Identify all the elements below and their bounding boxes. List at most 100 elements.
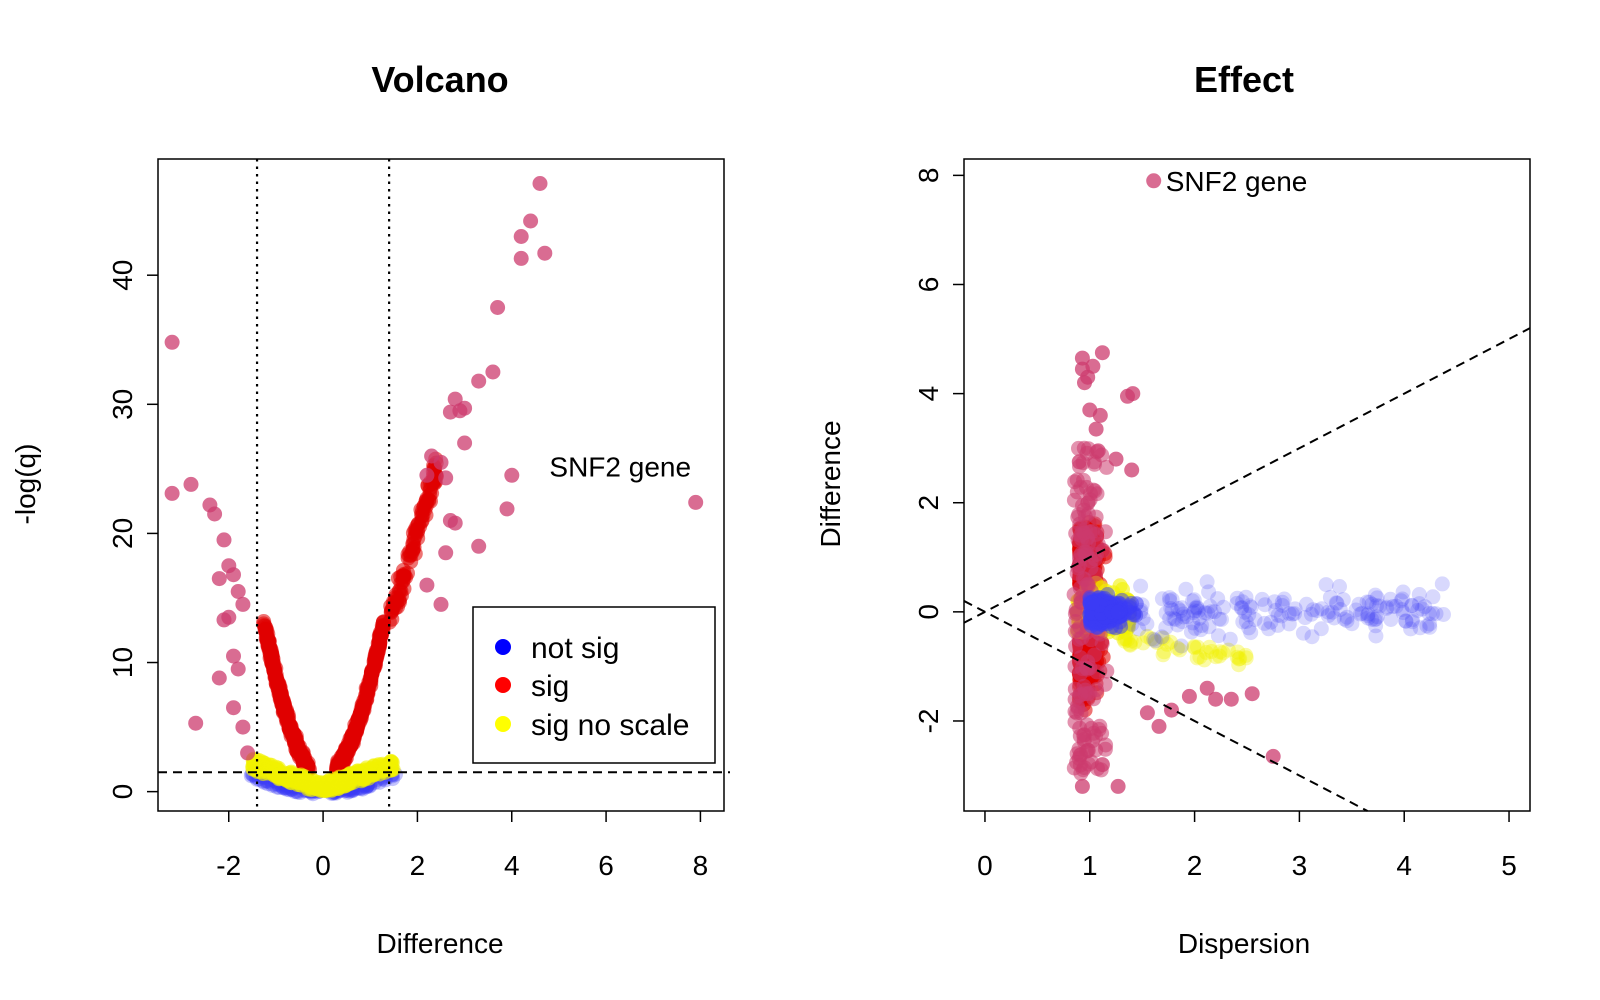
- scatter-point-not-sig: [1322, 589, 1338, 605]
- scatter-point-not-sig: [1173, 638, 1189, 654]
- scatter-point-not-sig: [1178, 581, 1194, 597]
- scatter-point-not-sig: [1200, 605, 1216, 621]
- scatter-point-sig: [267, 662, 282, 678]
- scatter-point-not-sig: [1382, 591, 1398, 607]
- scatter-point-sig: [1097, 741, 1113, 757]
- scatter-point-not-sig: [1166, 611, 1182, 627]
- scatter-point-outlier: [433, 454, 449, 470]
- scatter-point-outlier: [523, 213, 539, 229]
- scatter-point-not-sig: [1124, 616, 1140, 632]
- scatter-point-outlier: [688, 494, 704, 510]
- scatter-point-not-sig: [1164, 602, 1180, 618]
- scatter-point-outlier: [1088, 421, 1104, 437]
- legend-label-sig-no-scale: sig no scale: [531, 709, 689, 742]
- scatter-point-outlier: [490, 300, 506, 315]
- scatter-point-not-sig: [1154, 591, 1170, 607]
- volcano-reference-lines: [158, 159, 730, 811]
- scatter-point-outlier: [499, 501, 515, 517]
- scatter-point-sig-no-scale: [1192, 649, 1208, 665]
- scatter-point-not-sig: [1274, 594, 1290, 610]
- scatter-point-not-sig: [1146, 631, 1162, 647]
- scatter-point-sig: [1067, 606, 1083, 622]
- scatter-point-not-sig: [1270, 607, 1286, 623]
- scatter-point-not-sig: [1367, 612, 1383, 628]
- scatter-point-not-sig: [1354, 605, 1370, 621]
- scatter-point-outlier: [1110, 778, 1126, 794]
- scatter-point-sig-no-scale: [1172, 642, 1188, 658]
- scatter-point-sig: [1070, 698, 1085, 714]
- effect-ytick-label: -2: [913, 709, 944, 734]
- scatter-point-sig-no-scale: [1196, 652, 1212, 668]
- scatter-point-outlier: [226, 567, 241, 583]
- scatter-point-not-sig: [1379, 600, 1394, 616]
- scatter-point-sig: [418, 493, 434, 509]
- scatter-point-outlier: [164, 485, 180, 501]
- scatter-point-not-sig: [1428, 606, 1444, 622]
- scatter-point-not-sig: [1203, 604, 1219, 620]
- scatter-point-not-sig: [1243, 599, 1259, 615]
- scatter-point-sig: [1081, 756, 1097, 772]
- scatter-point-not-sig: [1295, 625, 1311, 641]
- scatter-point-not-sig: [1299, 596, 1314, 612]
- scatter-point-sig-no-scale: [1117, 631, 1133, 647]
- scatter-point-not-sig: [1351, 596, 1367, 612]
- scatter-point-not-sig: [1183, 624, 1199, 640]
- scatter-point-not-sig: [1398, 613, 1414, 629]
- effect-y-axis: -2 0 2 4 6 8: [913, 168, 964, 734]
- scatter-point-not-sig: [1243, 625, 1259, 641]
- scatter-point-not-sig: [1344, 616, 1360, 632]
- scatter-point-not-sig: [1410, 602, 1426, 618]
- scatter-point-outlier: [419, 467, 435, 483]
- scatter-point-not-sig: [1235, 614, 1251, 630]
- scatter-point-sig-no-scale: [1139, 628, 1155, 644]
- scatter-point-not-sig: [1395, 584, 1411, 600]
- scatter-point-not-sig: [1367, 587, 1383, 603]
- scatter-point-sig-no-scale: [1229, 649, 1245, 665]
- scatter-point-not-sig: [1185, 605, 1201, 621]
- scatter-point-sig: [1067, 714, 1083, 730]
- scatter-point-not-sig: [1201, 584, 1217, 600]
- legend-label-sig: sig: [531, 670, 569, 703]
- scatter-point-sig: [353, 709, 369, 725]
- scatter-point-not-sig: [1335, 592, 1351, 608]
- scatter-point-outlier: [1146, 173, 1162, 189]
- scatter-point-not-sig: [1201, 619, 1217, 635]
- scatter-point-outlier: [457, 400, 473, 416]
- scatter-point-outlier: [240, 745, 256, 761]
- scatter-point-not-sig: [1414, 601, 1430, 617]
- scatter-point-not-sig: [1193, 622, 1209, 638]
- scatter-point-sig-no-scale: [1143, 631, 1159, 647]
- scatter-point-outlier: [1085, 358, 1101, 374]
- scatter-point-not-sig: [1267, 594, 1282, 610]
- scatter-point-outlier: [485, 364, 501, 380]
- scatter-point-not-sig: [1395, 605, 1411, 621]
- scatter-point-outlier: [1074, 350, 1090, 366]
- scatter-point-sig-no-scale: [1198, 645, 1214, 660]
- scatter-point-not-sig: [1189, 600, 1205, 616]
- scatter-point-sig: [263, 645, 279, 661]
- effect-ytick-label: 0: [913, 604, 944, 620]
- scatter-point-not-sig: [1368, 628, 1384, 644]
- effect-panel: Effect Dispersion Difference 0 1 2 3 4 5 -2 0 2…: [815, 59, 1531, 959]
- scatter-point-sig-no-scale: [1122, 637, 1138, 653]
- legend-marker-not-sig: [495, 639, 511, 655]
- volcano-xtick-label: 0: [315, 850, 331, 881]
- effect-ytick-label: 2: [913, 495, 944, 511]
- scatter-point-not-sig: [1422, 616, 1438, 632]
- scatter-point-not-sig: [1241, 607, 1257, 623]
- scatter-point-not-sig: [1313, 621, 1329, 637]
- scatter-point-not-sig: [1179, 609, 1195, 625]
- volcano-points: [164, 176, 704, 802]
- effect-reference-lines: [963, 327, 1531, 812]
- effect-xtick-label: 4: [1396, 850, 1412, 881]
- volcano-xtick-label: 6: [598, 850, 614, 881]
- scatter-point-sig-no-scale: [1238, 647, 1254, 663]
- scatter-point-not-sig: [1158, 605, 1174, 621]
- scatter-point-not-sig: [1190, 603, 1206, 619]
- scatter-point-sig: [330, 757, 346, 773]
- scatter-point-outlier: [1244, 686, 1260, 702]
- scatter-point-not-sig: [1235, 594, 1250, 610]
- scatter-point-not-sig: [1139, 616, 1155, 632]
- scatter-point-outlier: [230, 661, 246, 677]
- volcano-ytick-label: 40: [107, 260, 138, 291]
